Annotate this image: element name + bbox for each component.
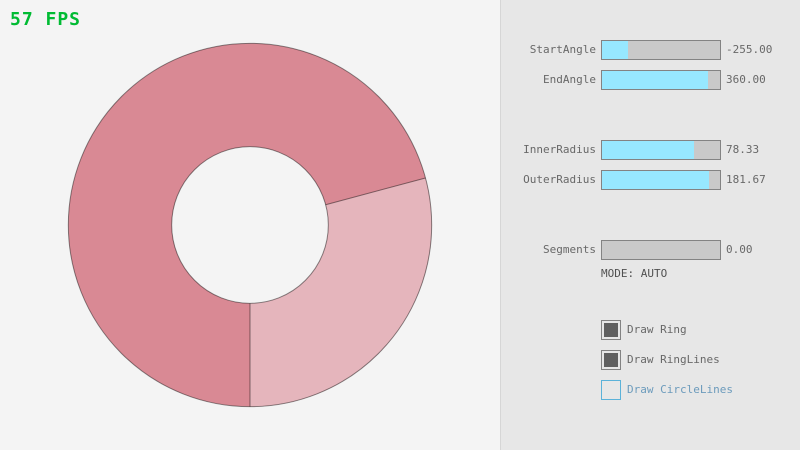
checkbox-row-draw-circlelines: Draw CircleLines	[501, 380, 800, 400]
segments-mode-text: MODE: AUTO	[601, 267, 668, 280]
checkbox-row-draw-ringlines: Draw RingLines	[501, 350, 800, 370]
innerradius-value: 78.33	[726, 143, 760, 156]
control-panel: StartAngle -255.00 EndAngle 360.00 Inner…	[500, 0, 800, 450]
startangle-value: -255.00	[726, 43, 773, 56]
endangle-label: EndAngle	[543, 73, 596, 86]
draw-ring-checkbox[interactable]	[601, 320, 621, 340]
slider-row-outerradius: OuterRadius 181.67	[501, 170, 800, 190]
draw-ringlines-checkbox[interactable]	[601, 350, 621, 370]
ring-inner-outline	[171, 146, 329, 304]
fps-counter: 57 FPS	[10, 9, 82, 30]
segments-value: 0.00	[726, 243, 753, 256]
outerradius-label: OuterRadius	[523, 173, 596, 186]
draw-circlelines-checkbox[interactable]	[601, 380, 621, 400]
slider-row-endangle: EndAngle 360.00	[501, 70, 800, 90]
endangle-slider[interactable]	[601, 70, 721, 90]
slider-row-innerradius: InnerRadius 78.33	[501, 140, 800, 160]
segments-slider[interactable]	[601, 240, 721, 260]
startangle-label: StartAngle	[529, 43, 596, 56]
startangle-slider[interactable]	[601, 40, 721, 60]
ring-outer-outline	[67, 42, 433, 408]
innerradius-label: InnerRadius	[523, 143, 596, 156]
draw-ringlines-checkbox-label: Draw RingLines	[627, 353, 720, 366]
endangle-value: 360.00	[726, 73, 766, 86]
innerradius-slider[interactable]	[601, 140, 721, 160]
ring-canvas	[67, 42, 433, 408]
outerradius-slider-fill	[602, 171, 710, 189]
startangle-slider-fill	[602, 41, 628, 59]
checkbox-row-draw-ring: Draw Ring	[501, 320, 800, 340]
segments-label: Segments	[543, 243, 596, 256]
endangle-slider-fill	[602, 71, 709, 89]
draw-ring-checkbox-label: Draw Ring	[627, 323, 687, 336]
slider-row-segments: Segments 0.00	[501, 240, 800, 260]
draw-circlelines-checkbox-label: Draw CircleLines	[627, 383, 733, 396]
outerradius-slider[interactable]	[601, 170, 721, 190]
ring-hole	[171, 146, 329, 304]
outerradius-value: 181.67	[726, 173, 766, 186]
ring-boundary-start	[325, 177, 426, 206]
slider-row-startangle: StartAngle -255.00	[501, 40, 800, 60]
innerradius-slider-fill	[602, 141, 695, 159]
